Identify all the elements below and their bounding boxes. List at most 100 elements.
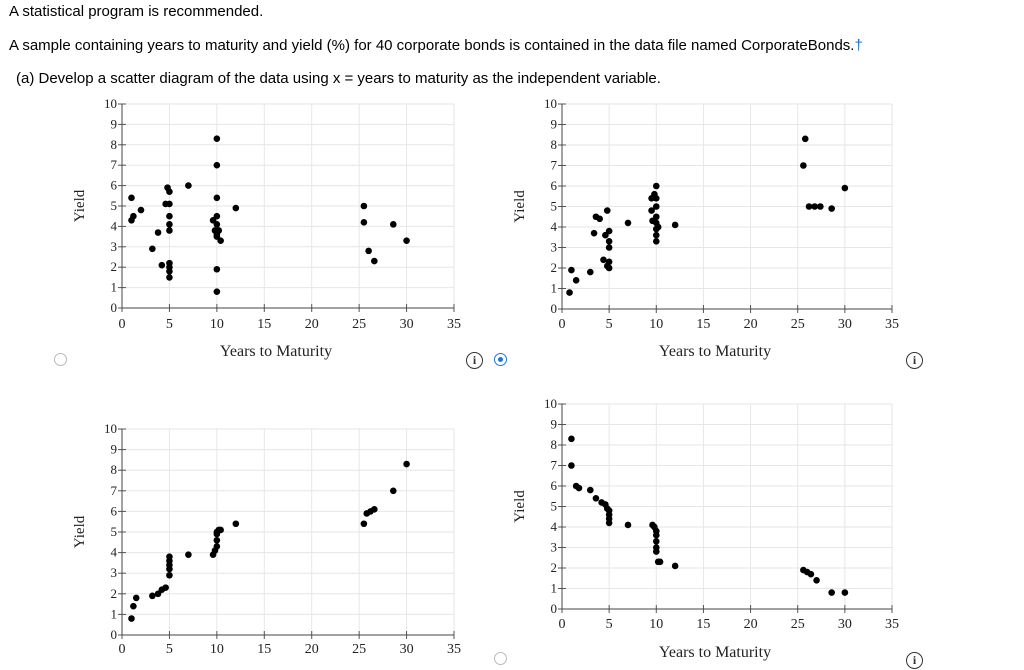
data-point	[624, 219, 632, 227]
data-point	[185, 182, 192, 189]
data-point	[603, 207, 611, 214]
y-tick-label: 0	[551, 601, 558, 616]
data-point	[166, 274, 173, 281]
data-point	[213, 543, 221, 550]
x-tick-label: 15	[696, 617, 710, 632]
x-tick-label: 30	[838, 617, 852, 632]
data-point	[652, 195, 660, 202]
data-point	[572, 277, 580, 284]
data-point	[800, 162, 807, 169]
y-tick-label: 5	[111, 524, 118, 539]
x-axis-label: Years to Maturity	[659, 343, 771, 360]
y-tick-label: 7	[111, 157, 118, 172]
x-tick-label: 30	[400, 317, 414, 332]
data-point	[828, 205, 835, 212]
data-point	[213, 265, 221, 273]
x-tick-label: 5	[166, 642, 173, 657]
problem-statement: A sample containing years to maturity an…	[9, 37, 855, 54]
data-point	[652, 213, 660, 221]
y-tick-label: 6	[551, 178, 558, 193]
data-point	[213, 288, 221, 295]
data-point	[360, 219, 368, 226]
data-point	[213, 135, 221, 142]
x-tick-label: 20	[744, 317, 758, 332]
y-tick-label: 5	[111, 198, 118, 213]
info-icon[interactable]: i	[906, 652, 923, 669]
x-tick-label: 30	[400, 642, 414, 657]
data-point	[586, 486, 594, 494]
data-point	[360, 520, 368, 528]
y-tick-label: 10	[104, 421, 117, 436]
data-point	[671, 221, 679, 229]
x-tick-label: 25	[791, 617, 805, 632]
data-point	[648, 207, 655, 214]
part-a-prompt: (a) Develop a scatter diagram of the dat…	[16, 70, 661, 87]
data-point	[600, 256, 607, 264]
y-tick-label: 1	[111, 606, 118, 621]
x-tick-label: 35	[447, 317, 461, 332]
data-point	[232, 520, 240, 528]
data-point	[652, 531, 660, 539]
x-tick-label: 25	[352, 317, 366, 332]
data-point	[586, 268, 594, 276]
data-point	[403, 237, 410, 244]
y-tick-label: 3	[111, 565, 118, 580]
data-point	[213, 194, 221, 202]
option-radio-3[interactable]	[494, 652, 507, 665]
y-tick-label: 8	[111, 462, 118, 477]
data-point	[817, 203, 824, 210]
x-tick-label: 25	[352, 642, 366, 657]
data-point	[592, 495, 600, 502]
data-point	[371, 257, 378, 265]
footnote-dagger[interactable]: †	[854, 37, 863, 54]
data-point	[162, 584, 169, 591]
option-radio-1[interactable]	[54, 353, 67, 366]
x-tick-label: 20	[744, 617, 758, 632]
y-tick-label: 0	[111, 300, 118, 315]
x-tick-label: 5	[166, 317, 173, 332]
intro-text: A statistical program is recommended.	[9, 3, 264, 20]
x-tick-label: 0	[559, 317, 566, 332]
scatter-panel-2: 0 1 2 3 4 5 6 7 8 9 10 0 5 10 15 20 25 30 35 Yield Years to …	[512, 96, 899, 360]
y-tick-label: 10	[544, 96, 557, 111]
y-tick-label: 5	[551, 199, 558, 214]
option-radio-2[interactable]	[494, 353, 507, 366]
data-point	[166, 553, 173, 561]
data-point	[605, 258, 613, 266]
data-point	[213, 212, 221, 220]
data-point	[128, 194, 135, 202]
y-tick-label: 8	[111, 137, 118, 152]
problem-text: A sample containing years to maturity an…	[9, 37, 863, 54]
x-tick-label: 10	[210, 642, 224, 657]
data-point	[652, 548, 660, 555]
y-tick-label: 6	[111, 503, 118, 518]
data-point	[130, 212, 137, 220]
y-tick-label: 9	[551, 117, 558, 132]
data-point	[166, 267, 173, 275]
data-point	[805, 203, 813, 210]
data-point	[213, 536, 221, 544]
info-icon[interactable]: i	[906, 352, 923, 369]
data-point	[166, 571, 173, 579]
y-tick-label: 6	[111, 178, 118, 193]
data-point	[360, 202, 368, 210]
data-point	[807, 570, 815, 578]
x-tick-label: 0	[119, 317, 126, 332]
x-tick-label: 15	[257, 317, 271, 332]
data-point	[624, 521, 632, 529]
data-point	[215, 227, 223, 234]
y-tick-label: 2	[111, 259, 118, 274]
data-point	[137, 206, 145, 214]
x-axis-label: Years to Maturity	[220, 343, 332, 360]
x-tick-label: 10	[649, 317, 663, 332]
data-point	[596, 215, 604, 223]
info-icon[interactable]: i	[466, 352, 483, 369]
y-tick-label: 2	[111, 586, 118, 601]
y-tick-label: 9	[111, 116, 118, 131]
y-tick-label: 5	[551, 499, 558, 514]
data-point	[654, 223, 662, 231]
x-tick-label: 10	[210, 317, 224, 332]
data-point	[568, 435, 575, 443]
y-tick-label: 1	[551, 281, 558, 296]
data-point	[185, 551, 192, 558]
